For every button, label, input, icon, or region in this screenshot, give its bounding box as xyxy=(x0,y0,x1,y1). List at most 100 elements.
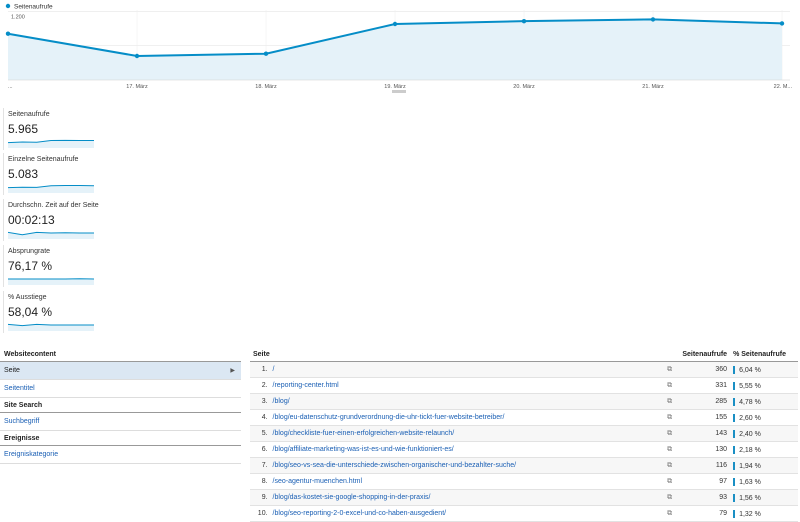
table-row: 2./reporting-center.html⧉331 5,55 % xyxy=(250,378,798,394)
table-row: 7./blog/seo-vs-sea-die-unterschiede-zwis… xyxy=(250,458,798,474)
x-tick-label: 17. März xyxy=(126,84,148,90)
pageviews-pct-cell: 2,40 % xyxy=(730,426,798,442)
open-link-icon[interactable]: ⧉ xyxy=(661,506,677,522)
sparkline-area xyxy=(8,279,94,285)
col-header-pct[interactable]: % Seitenaufrufe xyxy=(730,347,798,362)
pct-value: 1,32 % xyxy=(739,510,761,517)
pageviews-value: 360 xyxy=(678,362,730,378)
page-link[interactable]: / xyxy=(270,362,662,378)
nav-header-ereignisse: Ereignisse xyxy=(0,431,241,446)
page-link[interactable]: /blog/seo-vs-sea-die-unterschiede-zwisch… xyxy=(270,458,662,474)
x-tick-label: 18. März xyxy=(255,84,277,90)
primary-dimension-nav: Websitecontent Seite ▶ Seitentitel Site … xyxy=(0,347,241,464)
page-link[interactable]: /blog/seo-reporting-2-0-excel-und-co-hab… xyxy=(270,506,662,522)
pct-bar xyxy=(733,382,735,390)
table-header-row: Seite Seitenaufrufe % Seitenaufrufe xyxy=(250,347,798,362)
y-tick-label: 1.200 xyxy=(11,14,25,20)
table-row: 10./blog/seo-reporting-2-0-excel-und-co-… xyxy=(250,506,798,522)
data-point[interactable] xyxy=(135,54,139,58)
row-index: 6. xyxy=(250,442,270,458)
page-link[interactable]: /reporting-center.html xyxy=(270,378,662,394)
metric-card[interactable]: Absprungrate 76,17 % xyxy=(3,245,95,287)
col-header-seitenaufrufe[interactable]: Seitenaufrufe xyxy=(678,347,730,362)
open-link-icon[interactable]: ⧉ xyxy=(661,426,677,442)
nav-header-websitecontent: Websitecontent xyxy=(0,347,241,362)
pageviews-pct-cell: 1,32 % xyxy=(730,506,798,522)
pct-bar xyxy=(733,398,735,406)
metric-card[interactable]: Seitenaufrufe 5.965 xyxy=(3,108,95,150)
open-link-icon[interactable]: ⧉ xyxy=(661,394,677,410)
x-tick-label: 22. M... xyxy=(774,84,793,90)
open-link-icon[interactable]: ⧉ xyxy=(661,362,677,378)
pageviews-pct-cell: 6,04 % xyxy=(730,362,798,378)
page-link[interactable]: /blog/eu-datenschutz-grundverordnung-die… xyxy=(270,410,662,426)
metric-sparkline xyxy=(8,136,94,148)
data-point[interactable] xyxy=(393,22,397,26)
page-link[interactable]: /seo-agentur-muenchen.html xyxy=(270,474,662,490)
nav-item-suchbegriff[interactable]: Suchbegriff xyxy=(0,413,241,431)
data-point[interactable] xyxy=(6,32,10,36)
open-link-icon[interactable]: ⧉ xyxy=(661,490,677,506)
pageviews-value: 285 xyxy=(678,394,730,410)
metric-label: Absprungrate xyxy=(8,248,50,255)
pct-bar xyxy=(733,430,735,438)
col-header-seite[interactable]: Seite xyxy=(250,347,661,362)
data-point[interactable] xyxy=(651,17,655,21)
pct-value: 1,94 % xyxy=(739,462,761,469)
legend-label: Seitenaufrufe xyxy=(14,4,53,11)
data-point[interactable] xyxy=(522,19,526,23)
sparkline-area xyxy=(8,185,94,193)
row-index: 10. xyxy=(250,506,270,522)
metric-value: 5.965 xyxy=(8,122,38,136)
chart-resize-handle[interactable] xyxy=(392,90,406,93)
open-link-icon[interactable]: ⧉ xyxy=(661,410,677,426)
metric-value: 58,04 % xyxy=(8,305,52,319)
pct-value: 2,40 % xyxy=(739,430,761,437)
data-point[interactable] xyxy=(780,21,784,25)
page-link[interactable]: /blog/ xyxy=(270,394,662,410)
row-index: 7. xyxy=(250,458,270,474)
table-row: 4./blog/eu-datenschutz-grundverordnung-d… xyxy=(250,410,798,426)
x-tick-label: 21. März xyxy=(642,84,664,90)
pageviews-pct-cell: 2,18 % xyxy=(730,442,798,458)
metric-label: Durchschn. Zeit auf der Seite xyxy=(8,202,99,209)
nav-item-seite[interactable]: Seite ▶ xyxy=(0,362,241,380)
page-link[interactable]: /blog/checkliste-fuer-einen-erfolgreiche… xyxy=(270,426,662,442)
row-index: 2. xyxy=(250,378,270,394)
pct-value: 1,63 % xyxy=(739,478,761,485)
pct-value: 4,78 % xyxy=(739,398,761,405)
pageviews-pct-cell: 1,56 % xyxy=(730,490,798,506)
metric-value: 00:02:13 xyxy=(8,213,55,227)
pct-bar xyxy=(733,414,735,422)
open-link-icon[interactable]: ⧉ xyxy=(661,474,677,490)
nav-item-ereigniskategorie[interactable]: Ereigniskategorie xyxy=(0,446,241,464)
table-row: 1./⧉360 6,04 % xyxy=(250,362,798,378)
pageviews-pct-cell: 1,94 % xyxy=(730,458,798,474)
open-link-icon[interactable]: ⧉ xyxy=(661,458,677,474)
metric-card[interactable]: % Ausstiege 58,04 % xyxy=(3,291,95,333)
pageviews-pct-cell: 1,63 % xyxy=(730,474,798,490)
pct-bar xyxy=(733,446,735,454)
pct-value: 5,55 % xyxy=(739,382,761,389)
page-link[interactable]: /blog/affiliate-marketing-was-ist-es-und… xyxy=(270,442,662,458)
metric-value: 76,17 % xyxy=(8,259,52,273)
open-link-icon[interactable]: ⧉ xyxy=(661,442,677,458)
nav-item-seite-label: Seite xyxy=(4,367,20,374)
row-index: 1. xyxy=(250,362,270,378)
page-link[interactable]: /blog/das-kostet-sie-google-shopping-in-… xyxy=(270,490,662,506)
pageviews-pct-cell: 5,55 % xyxy=(730,378,798,394)
pages-table: Seite Seitenaufrufe % Seitenaufrufe 1./⧉… xyxy=(250,347,798,522)
pct-value: 6,04 % xyxy=(739,366,761,373)
metric-sparkline xyxy=(8,319,94,331)
pageviews-value: 331 xyxy=(678,378,730,394)
data-point[interactable] xyxy=(264,52,268,56)
nav-item-seitentitel[interactable]: Seitentitel xyxy=(0,380,241,398)
row-index: 8. xyxy=(250,474,270,490)
metric-label: % Ausstiege xyxy=(8,294,47,301)
pageviews-value: 97 xyxy=(678,474,730,490)
open-link-icon[interactable]: ⧉ xyxy=(661,378,677,394)
chevron-right-icon: ▶ xyxy=(230,367,235,374)
metric-label: Seitenaufrufe xyxy=(8,111,50,118)
